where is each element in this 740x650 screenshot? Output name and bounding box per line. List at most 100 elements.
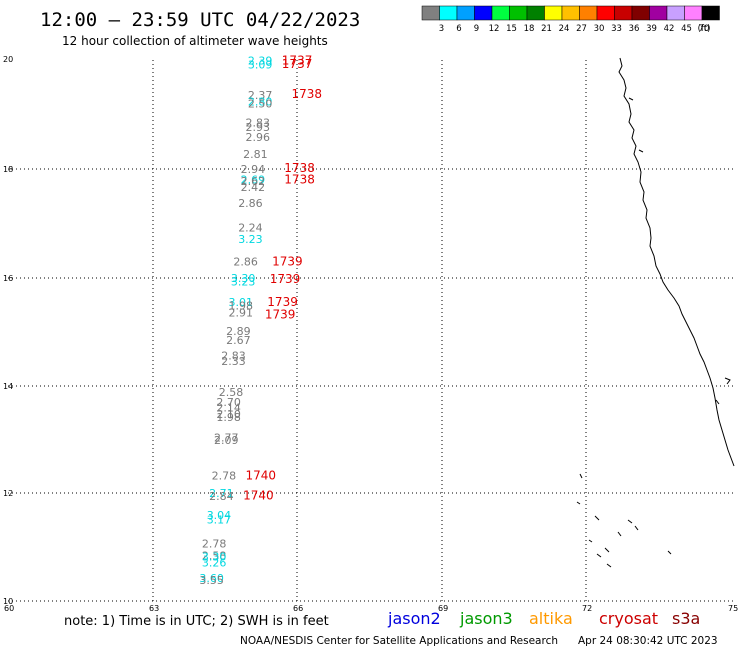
legend-swatch bbox=[544, 5, 563, 21]
legend-label: 45 bbox=[681, 24, 692, 34]
x-tick-66: 66 bbox=[293, 604, 303, 613]
time-label: 1739 bbox=[265, 308, 296, 322]
legend-cryosat: cryosat bbox=[599, 609, 658, 628]
wave-height-label: 3.60 bbox=[199, 572, 224, 585]
observation-labels: 2.393.09 173717372.372.802.5017382.832.93… bbox=[199, 53, 322, 587]
legend-swatch bbox=[701, 5, 720, 21]
legend-jason2: jason2 bbox=[387, 609, 441, 628]
legend-label: 6 bbox=[456, 24, 461, 34]
legend-swatch bbox=[439, 5, 458, 21]
wave-height-label: 3.04 bbox=[207, 509, 232, 522]
time-label: 1738 bbox=[284, 172, 315, 186]
wave-height-label: 3.55 bbox=[199, 574, 224, 587]
y-tick-10: 10 bbox=[3, 597, 13, 606]
legend-swatch bbox=[421, 5, 440, 21]
legend-swatch bbox=[666, 5, 685, 21]
wave-height-label: 2.77 bbox=[214, 431, 239, 444]
time-label: 1740 bbox=[246, 468, 277, 482]
wave-height-label: 2.89 bbox=[226, 325, 251, 338]
legend-swatch bbox=[596, 5, 615, 21]
wave-height-label: 2.78 bbox=[202, 537, 227, 550]
wave-height-label: 2.58 bbox=[202, 549, 227, 562]
x-tick-60: 60 bbox=[4, 604, 14, 613]
legend-swatch bbox=[474, 5, 493, 21]
wave-height-label: 2.86 bbox=[238, 197, 263, 210]
x-tick-63: 63 bbox=[149, 604, 159, 613]
y-tick-12: 12 bbox=[3, 489, 13, 498]
legend-label: 39 bbox=[646, 24, 657, 34]
wave-height-label: 1.98 bbox=[229, 299, 254, 312]
coastline-detail bbox=[628, 97, 731, 405]
wave-height-label: 3.01 bbox=[229, 296, 254, 309]
x-tick-69: 69 bbox=[438, 604, 448, 613]
time-label: 1737 bbox=[282, 57, 313, 71]
legend-label: 42 bbox=[664, 24, 675, 34]
legend-label: 36 bbox=[629, 24, 640, 34]
y-tick-16: 16 bbox=[3, 274, 13, 283]
x-tick-75: 75 bbox=[728, 604, 738, 613]
y-tick-18: 18 bbox=[3, 165, 13, 174]
wave-height-label: 3.23 bbox=[238, 233, 263, 246]
wave-height-label: 2.62 bbox=[241, 175, 266, 188]
footer-note: note: 1) Time is in UTC; 2) SWH is in fe… bbox=[64, 614, 329, 629]
time-label: 1739 bbox=[267, 295, 298, 309]
wave-height-label: 2.80 bbox=[248, 95, 273, 108]
wave-height-label: 2.96 bbox=[246, 131, 271, 144]
legend-swatch bbox=[491, 5, 510, 21]
wave-height-label: 2.83 bbox=[246, 117, 271, 130]
legend-swatch bbox=[631, 5, 650, 21]
legend-swatch bbox=[649, 5, 668, 21]
legend-label: 21 bbox=[541, 24, 552, 34]
wave-height-label: 2.10 bbox=[216, 408, 241, 421]
y-tick-20: 20 bbox=[3, 55, 13, 64]
wave-height-label: 2.78 bbox=[212, 469, 237, 482]
wave-height-label: 3.30 bbox=[202, 550, 227, 563]
legend-jason3: jason3 bbox=[459, 609, 513, 628]
x-tick-72: 72 bbox=[582, 604, 592, 613]
map-subtitle: 12 hour collection of altimeter wave hei… bbox=[62, 34, 328, 48]
legend-label: 70 bbox=[699, 24, 710, 34]
time-label: 1739 bbox=[272, 255, 303, 269]
time-label: 1738 bbox=[284, 161, 315, 175]
wave-height-label: 2.94 bbox=[241, 163, 266, 176]
wave-height-label: 2.86 bbox=[233, 256, 258, 269]
legend-swatch bbox=[456, 5, 475, 21]
time-label: 1737 bbox=[282, 53, 313, 67]
legend-label: 33 bbox=[611, 24, 622, 34]
legend-s3a: s3a bbox=[672, 609, 700, 628]
legend-label: 30 bbox=[594, 24, 605, 34]
wave-height-label: 1.98 bbox=[216, 411, 241, 424]
legend-altika: altika bbox=[529, 609, 573, 628]
wave-height-label: 2.70 bbox=[216, 396, 241, 409]
wave-height-label: 2.24 bbox=[238, 222, 263, 235]
wave-height-label: 2.81 bbox=[243, 148, 268, 161]
wave-height-label: 2.71 bbox=[209, 487, 234, 500]
legend-label: 24 bbox=[559, 24, 570, 34]
wave-height-label: 2.83 bbox=[221, 350, 246, 363]
time-label: 1740 bbox=[243, 488, 274, 502]
islands bbox=[576, 473, 672, 568]
legend-swatch bbox=[509, 5, 528, 21]
time-label: 1739 bbox=[270, 272, 301, 286]
wave-height-label: 2.37 bbox=[248, 89, 273, 102]
wave-height-label: 2.93 bbox=[246, 121, 271, 134]
y-tick-14: 14 bbox=[3, 382, 13, 391]
legend-swatch bbox=[526, 5, 545, 21]
grid-lines bbox=[8, 60, 735, 602]
legend-swatch bbox=[561, 5, 580, 21]
legend-swatch bbox=[614, 5, 633, 21]
wave-height-label: 3.17 bbox=[207, 514, 232, 527]
legend-label: (ft) bbox=[698, 24, 711, 34]
legend-label: 18 bbox=[524, 24, 535, 34]
wave-height-label: 3.23 bbox=[231, 276, 256, 289]
wave-height-label: 2.91 bbox=[229, 306, 254, 319]
time-label: 1738 bbox=[292, 87, 323, 101]
wave-height-label: 2.67 bbox=[226, 334, 251, 347]
map-title: 12:00 – 23:59 UTC 04/22/2023 bbox=[40, 9, 360, 31]
wave-height-label: 2.69 bbox=[241, 173, 266, 186]
wave-height-label: 3.26 bbox=[202, 556, 227, 569]
legend-label: 9 bbox=[474, 24, 479, 34]
wave-height-label: 2.50 bbox=[248, 98, 273, 111]
wave-height-label: 2.39 bbox=[248, 54, 273, 67]
